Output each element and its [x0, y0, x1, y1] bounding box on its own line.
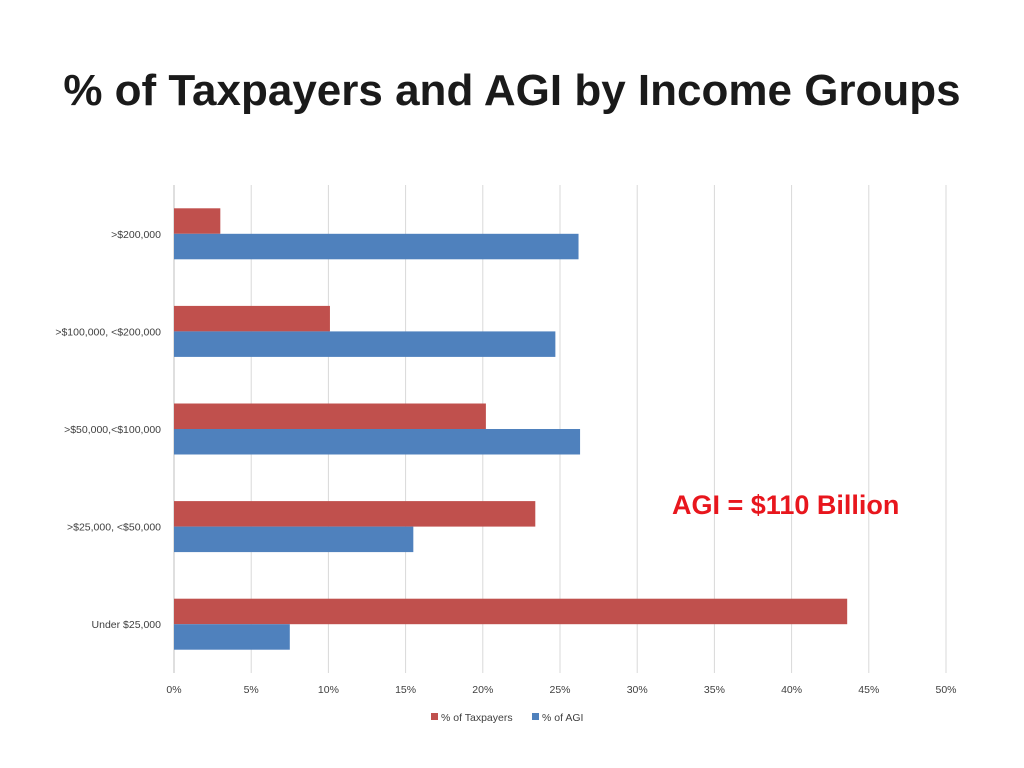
x-tick-label: 45%	[858, 684, 879, 696]
x-tick-label: 0%	[166, 684, 181, 696]
agi-annotation: AGI = $110 Billion	[672, 490, 900, 520]
x-tick-label: 50%	[935, 684, 956, 696]
taxpayers-bar	[174, 208, 221, 234]
legend-swatch-agi	[532, 713, 539, 720]
category-labels: >$200,000 >$100,000, <$200,000 >$50,000,<$…	[55, 229, 161, 631]
x-tick-labels: 0% 5% 10% 15% 20% 25% 30% 35% 40% 45% 50%	[166, 684, 956, 696]
chart-title: % of Taxpayers and AGI by Income Groups	[63, 66, 961, 115]
category-label: >$200,000	[111, 229, 161, 241]
legend-swatch-taxpayers	[431, 713, 438, 720]
legend: % of Taxpayers % of AGI	[431, 712, 583, 724]
x-tick-label: 10%	[318, 684, 339, 696]
taxpayers-bar	[174, 403, 486, 429]
x-tick-label: 20%	[472, 684, 493, 696]
agi-bar	[174, 233, 579, 260]
taxpayers-bar	[174, 501, 536, 527]
x-tick-label: 15%	[395, 684, 416, 696]
agi-bar	[174, 526, 414, 553]
legend-label-taxpayers: % of Taxpayers	[441, 712, 513, 724]
taxpayers-bar	[174, 598, 848, 625]
agi-bar	[174, 331, 556, 357]
bars	[174, 208, 848, 650]
category-label: Under $25,000	[92, 619, 162, 631]
agi-bar	[174, 429, 581, 455]
x-tick-label: 5%	[244, 684, 259, 696]
category-label: >$50,000,<$100,000	[64, 424, 161, 436]
category-label: >$25,000, <$50,000	[67, 522, 161, 534]
category-label: >$100,000, <$200,000	[55, 326, 161, 338]
x-tick-label: 30%	[627, 684, 648, 696]
x-tick-label: 25%	[549, 684, 570, 696]
taxpayers-bar	[174, 305, 330, 332]
agi-bar	[174, 624, 290, 650]
legend-label-agi: % of AGI	[542, 712, 583, 724]
x-tick-label: 40%	[781, 684, 802, 696]
x-tick-label: 35%	[704, 684, 725, 696]
